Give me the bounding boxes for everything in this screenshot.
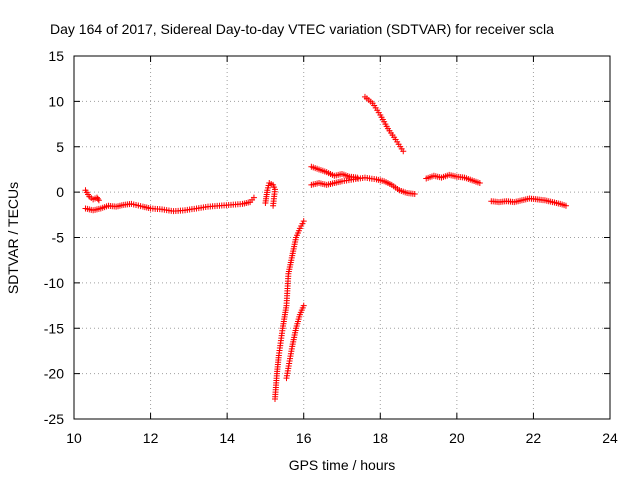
- x-axis-label: GPS time / hours: [289, 457, 396, 473]
- data-point: [300, 218, 307, 225]
- x-tick-label: 12: [143, 430, 159, 446]
- series-arc-3a: [272, 218, 307, 403]
- y-tick-label: 5: [56, 139, 64, 155]
- y-tick-label: 15: [48, 48, 64, 64]
- series-arc-6: [423, 171, 483, 187]
- x-tick-label: 20: [449, 430, 465, 446]
- y-axis-label: SDTVAR / TECUs: [5, 182, 21, 294]
- y-tick-label: -5: [52, 230, 65, 246]
- series-arc-2: [262, 180, 278, 209]
- data-point: [400, 148, 407, 155]
- y-tick-label: 0: [56, 184, 64, 200]
- x-tick-label: 22: [526, 430, 542, 446]
- data-layer: [82, 93, 569, 403]
- data-point: [270, 202, 277, 209]
- x-tick-label: 10: [66, 430, 82, 446]
- data-point: [411, 190, 418, 197]
- x-tick-label: 24: [602, 430, 618, 446]
- y-tick-label: -15: [44, 320, 64, 336]
- y-tick-label: -10: [44, 275, 64, 291]
- series-arc-4b: [308, 174, 418, 197]
- y-tick-label: -25: [44, 411, 64, 427]
- grid-layer: [74, 56, 610, 419]
- data-point: [94, 195, 101, 202]
- data-point: [476, 180, 483, 187]
- series-arc-3b: [283, 302, 307, 382]
- series-arc-1a: [82, 194, 257, 215]
- x-tick-label: 18: [372, 430, 388, 446]
- data-point: [95, 197, 102, 204]
- y-tick-label: -20: [44, 366, 64, 382]
- data-point: [562, 202, 569, 209]
- x-tick-label: 16: [296, 430, 312, 446]
- series-arc-4a: [308, 163, 361, 181]
- data-point: [300, 302, 307, 309]
- tick-layer: 10 12 14 16 18 20 22 24 -25 -20 -15 -10 -5 0 5 10 15: [44, 48, 618, 446]
- series-arc-7: [488, 195, 569, 209]
- chart-title: Day 164 of 2017, Sidereal Day-to-day VTE…: [50, 21, 554, 37]
- y-tick-label: 10: [48, 93, 64, 109]
- series-arc-1b: [82, 187, 102, 204]
- x-tick-label: 14: [219, 430, 235, 446]
- series-arc-5: [361, 93, 407, 155]
- data-point: [250, 194, 257, 201]
